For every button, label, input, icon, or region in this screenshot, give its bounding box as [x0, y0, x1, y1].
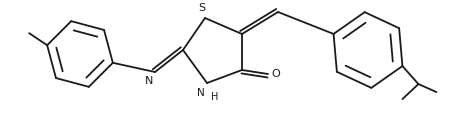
Text: N: N [197, 88, 205, 98]
Text: O: O [271, 69, 280, 79]
Text: H: H [211, 92, 218, 102]
Text: S: S [198, 3, 206, 13]
Text: N: N [145, 76, 153, 86]
